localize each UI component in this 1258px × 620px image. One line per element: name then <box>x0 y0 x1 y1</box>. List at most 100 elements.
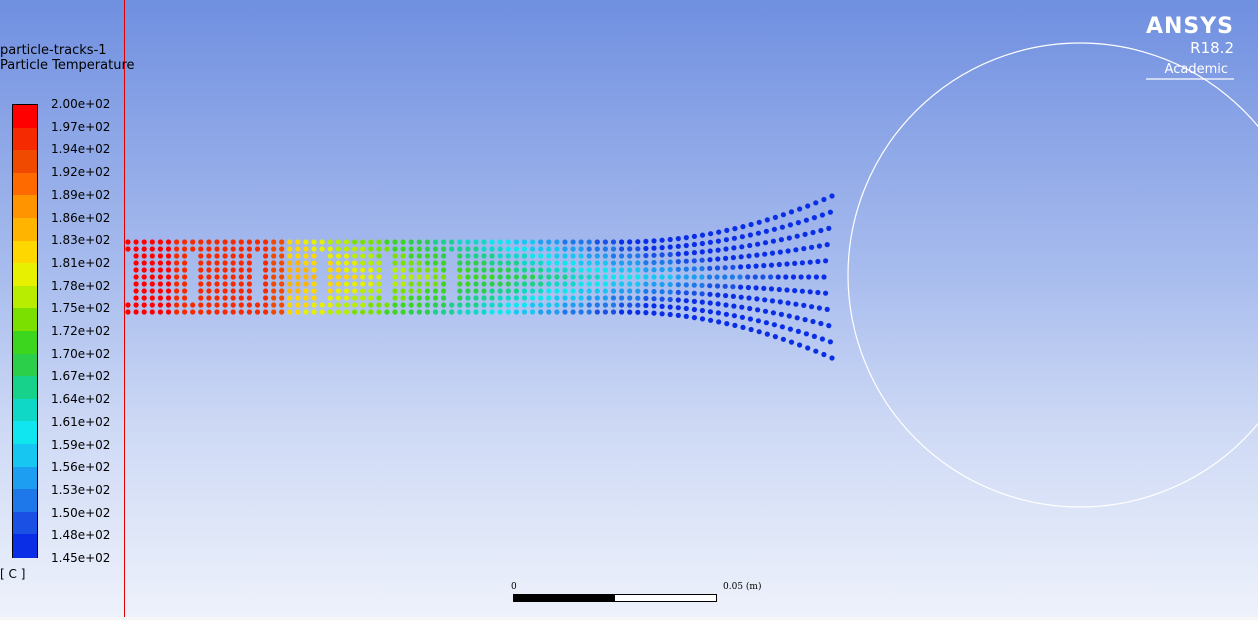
particle-dot <box>279 288 285 294</box>
particle-dot <box>489 302 495 308</box>
particle-dot <box>149 288 155 294</box>
particle-dot <box>263 274 269 280</box>
particle-dot <box>457 281 463 287</box>
particle-dot <box>198 302 204 308</box>
legend-color-segment <box>13 376 37 400</box>
particle-dot <box>505 302 511 308</box>
particle-dot <box>675 274 681 280</box>
legend-tick-label: 1.64e+02 <box>51 392 111 407</box>
legend-color-segment <box>13 444 37 468</box>
cylinder-outline <box>847 42 1258 508</box>
particle-dot <box>449 246 455 252</box>
particle-dot <box>368 260 374 266</box>
particle-dot <box>538 288 544 294</box>
particle-dot <box>594 281 600 287</box>
particle-dot <box>586 253 592 259</box>
particle-dot <box>651 274 657 280</box>
particle-dot <box>675 312 681 318</box>
particle-dot <box>182 274 188 280</box>
particle-dot <box>295 309 301 315</box>
particle-dot <box>824 306 830 312</box>
particle-dot <box>667 304 673 310</box>
particle-dot <box>287 274 293 280</box>
particle-dot <box>165 239 172 245</box>
particle-dot <box>505 267 511 273</box>
particle-dot <box>772 214 779 220</box>
particle-dot <box>788 209 795 215</box>
particle-dot <box>295 288 301 294</box>
particle-dot <box>578 260 584 266</box>
particle-dot <box>303 267 309 273</box>
particle-dot <box>794 233 800 239</box>
particle-dot <box>745 284 752 291</box>
particle-dot <box>651 245 657 251</box>
particle-dot <box>416 302 422 308</box>
particle-dot <box>449 239 455 245</box>
particle-dot <box>271 239 277 245</box>
particle-dot <box>263 253 269 259</box>
legend-tick-label: 1.48e+02 <box>51 528 111 543</box>
particle-dot <box>343 246 350 252</box>
particle-dot <box>392 267 398 273</box>
particle-dot <box>432 281 439 287</box>
particle-dot <box>441 253 447 259</box>
particle-dot <box>586 246 592 252</box>
plot-quantity: Particle Temperature <box>0 58 135 73</box>
particle-dot <box>441 260 447 266</box>
particle-dot <box>554 246 560 252</box>
particle-dot <box>489 260 495 266</box>
particle-dot <box>352 281 358 287</box>
particle-dot <box>303 274 309 280</box>
particle-dot <box>360 253 366 259</box>
particle-dot <box>295 302 301 308</box>
particle-dot <box>271 302 277 308</box>
particle-dot <box>586 274 592 280</box>
particle-dot <box>465 267 471 273</box>
particle-dot <box>683 258 689 264</box>
particle-dot <box>707 300 713 306</box>
particle-dot <box>279 274 285 280</box>
particle-dot <box>779 324 786 330</box>
particle-dot <box>279 309 285 315</box>
particle-dot <box>271 246 277 252</box>
particle-dot <box>602 309 609 315</box>
particle-dot <box>659 281 665 287</box>
particle-dot <box>473 274 479 280</box>
legend-tick-label: 2.00e+02 <box>51 97 111 111</box>
particle-dot <box>352 260 358 266</box>
particle-dot <box>746 253 752 259</box>
particle-dot <box>643 238 649 244</box>
legend-color-segment <box>13 240 37 264</box>
particle-dot <box>165 246 172 252</box>
particle-dot <box>723 255 729 261</box>
particle-dot <box>481 274 487 280</box>
particle-dot <box>141 274 147 280</box>
particle-dot <box>538 239 544 245</box>
particle-dot <box>635 302 641 308</box>
particle-dot <box>813 348 819 354</box>
particle-dot <box>505 274 511 280</box>
particle-dot <box>602 288 609 294</box>
particle-dot <box>416 260 422 266</box>
particle-dot <box>691 306 698 313</box>
particle-dot <box>368 309 374 315</box>
particle-dot <box>497 295 503 301</box>
particle-dot <box>246 246 252 252</box>
particle-dot <box>521 281 528 287</box>
particle-dot <box>343 253 350 259</box>
particle-dot <box>222 239 228 245</box>
particle-dot <box>376 309 382 315</box>
particle-dot <box>667 289 673 295</box>
particle-dot <box>570 281 576 287</box>
logo-edition: Academic <box>1145 62 1234 80</box>
particle-dot <box>602 246 609 252</box>
particle-dot <box>826 225 832 231</box>
particle-dot <box>562 253 568 259</box>
particle-dot <box>651 259 657 266</box>
particle-dot <box>497 281 503 287</box>
particle-dot <box>602 260 609 266</box>
particle-dot <box>594 302 600 308</box>
particle-dot <box>816 243 823 249</box>
particle-dot <box>643 267 649 273</box>
